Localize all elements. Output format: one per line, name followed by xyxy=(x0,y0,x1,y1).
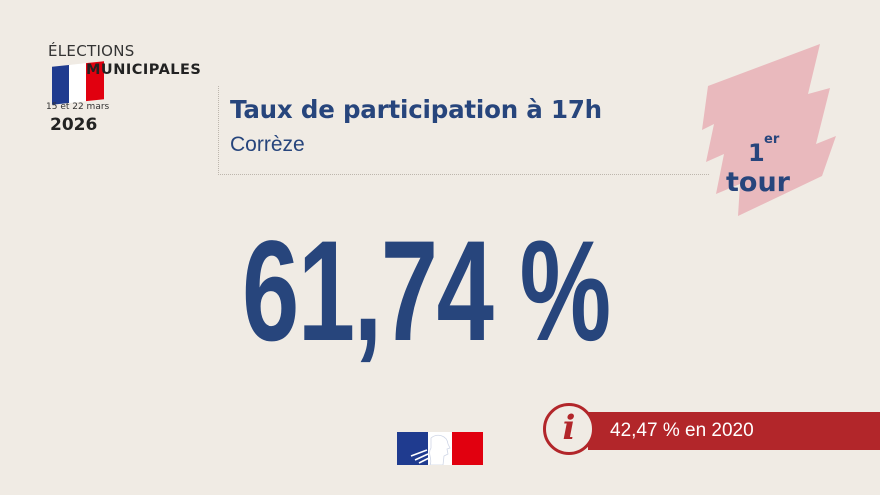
page-title: Taux de participation à 17h xyxy=(230,95,602,124)
logo-elections-text: ÉLECTIONS xyxy=(48,42,135,60)
round-number: 1 xyxy=(748,139,765,167)
round-number-suffix: er xyxy=(764,132,780,147)
participation-rate: 61,74 % xyxy=(242,212,611,371)
page-subtitle: Corrèze xyxy=(230,133,305,156)
info-icon: i xyxy=(543,403,595,455)
comparison-text: 42,47 % en 2020 xyxy=(610,420,754,441)
round-word: tour xyxy=(726,167,790,198)
header-frame xyxy=(218,86,709,175)
round-badge-shape xyxy=(702,44,836,216)
comparison-bar: 42,47 % en 2020 xyxy=(588,412,880,450)
round-badge: 1 er tour xyxy=(698,44,838,216)
logo-year: 2026 xyxy=(50,115,98,135)
logo-municipales-text: MUNICIPALES xyxy=(86,62,202,78)
marianne-logo-icon xyxy=(397,432,483,465)
elections-logo: ÉLECTIONS MUNICIPALES 15 et 22 mars 2026 xyxy=(46,42,216,142)
logo-dates: 15 et 22 mars xyxy=(46,102,110,112)
